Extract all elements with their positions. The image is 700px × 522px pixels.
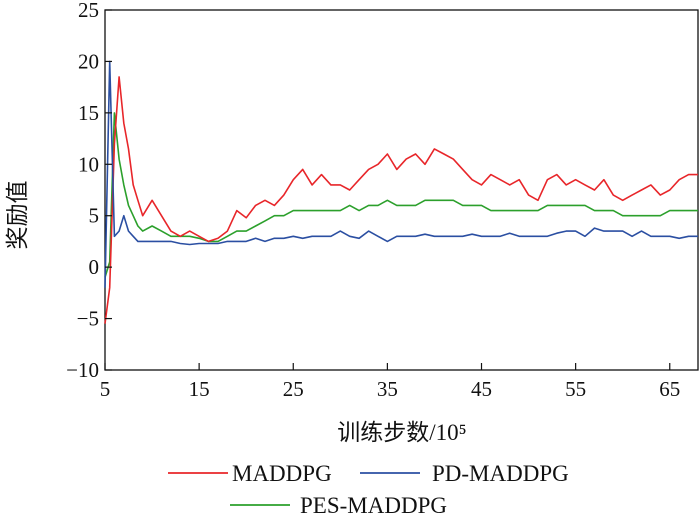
x-tick-label: 25	[283, 377, 304, 401]
x-tick-label: 65	[659, 377, 680, 401]
x-tick-label: 5	[100, 377, 111, 401]
legend-label-maddpg: MADDPG	[232, 461, 332, 486]
series-line-pd-maddpg	[104, 60, 698, 288]
series-line-maddpg	[104, 76, 698, 324]
y-tick-label: 5	[89, 204, 100, 228]
series-line-pes-maddpg	[104, 112, 698, 278]
x-tick-label: 55	[565, 377, 586, 401]
legend-label-pes-maddpg: PES-MADDPG	[300, 493, 447, 518]
y-tick-label: 10	[78, 152, 99, 176]
x-tick-label: 45	[471, 377, 492, 401]
y-tick-label: −5	[77, 307, 99, 331]
legend-label-pd-maddpg: PD-MADDPG	[432, 461, 569, 486]
y-tick-label: 0	[89, 255, 100, 279]
x-axis-ticks: 5 15 25 35 45 55 65	[100, 363, 680, 401]
x-axis-title: 训练步数/10⁵	[337, 420, 466, 445]
plot-area	[104, 9, 699, 371]
series-layer	[104, 60, 698, 324]
x-tick-label: 15	[189, 377, 210, 401]
plot-frame	[104, 9, 699, 371]
legend: MADDPG PD-MADDPG PES-MADDPG	[168, 461, 569, 518]
y-axis-ticks: −10 −5 0 5 10 15 20 25	[66, 0, 112, 382]
y-tick-label: 15	[78, 101, 99, 125]
y-axis-title: 奖励值	[5, 181, 30, 250]
x-tick-label: 35	[377, 377, 398, 401]
y-tick-label: 25	[78, 0, 99, 22]
y-tick-label: 20	[78, 49, 99, 73]
y-tick-label: −10	[66, 358, 99, 382]
